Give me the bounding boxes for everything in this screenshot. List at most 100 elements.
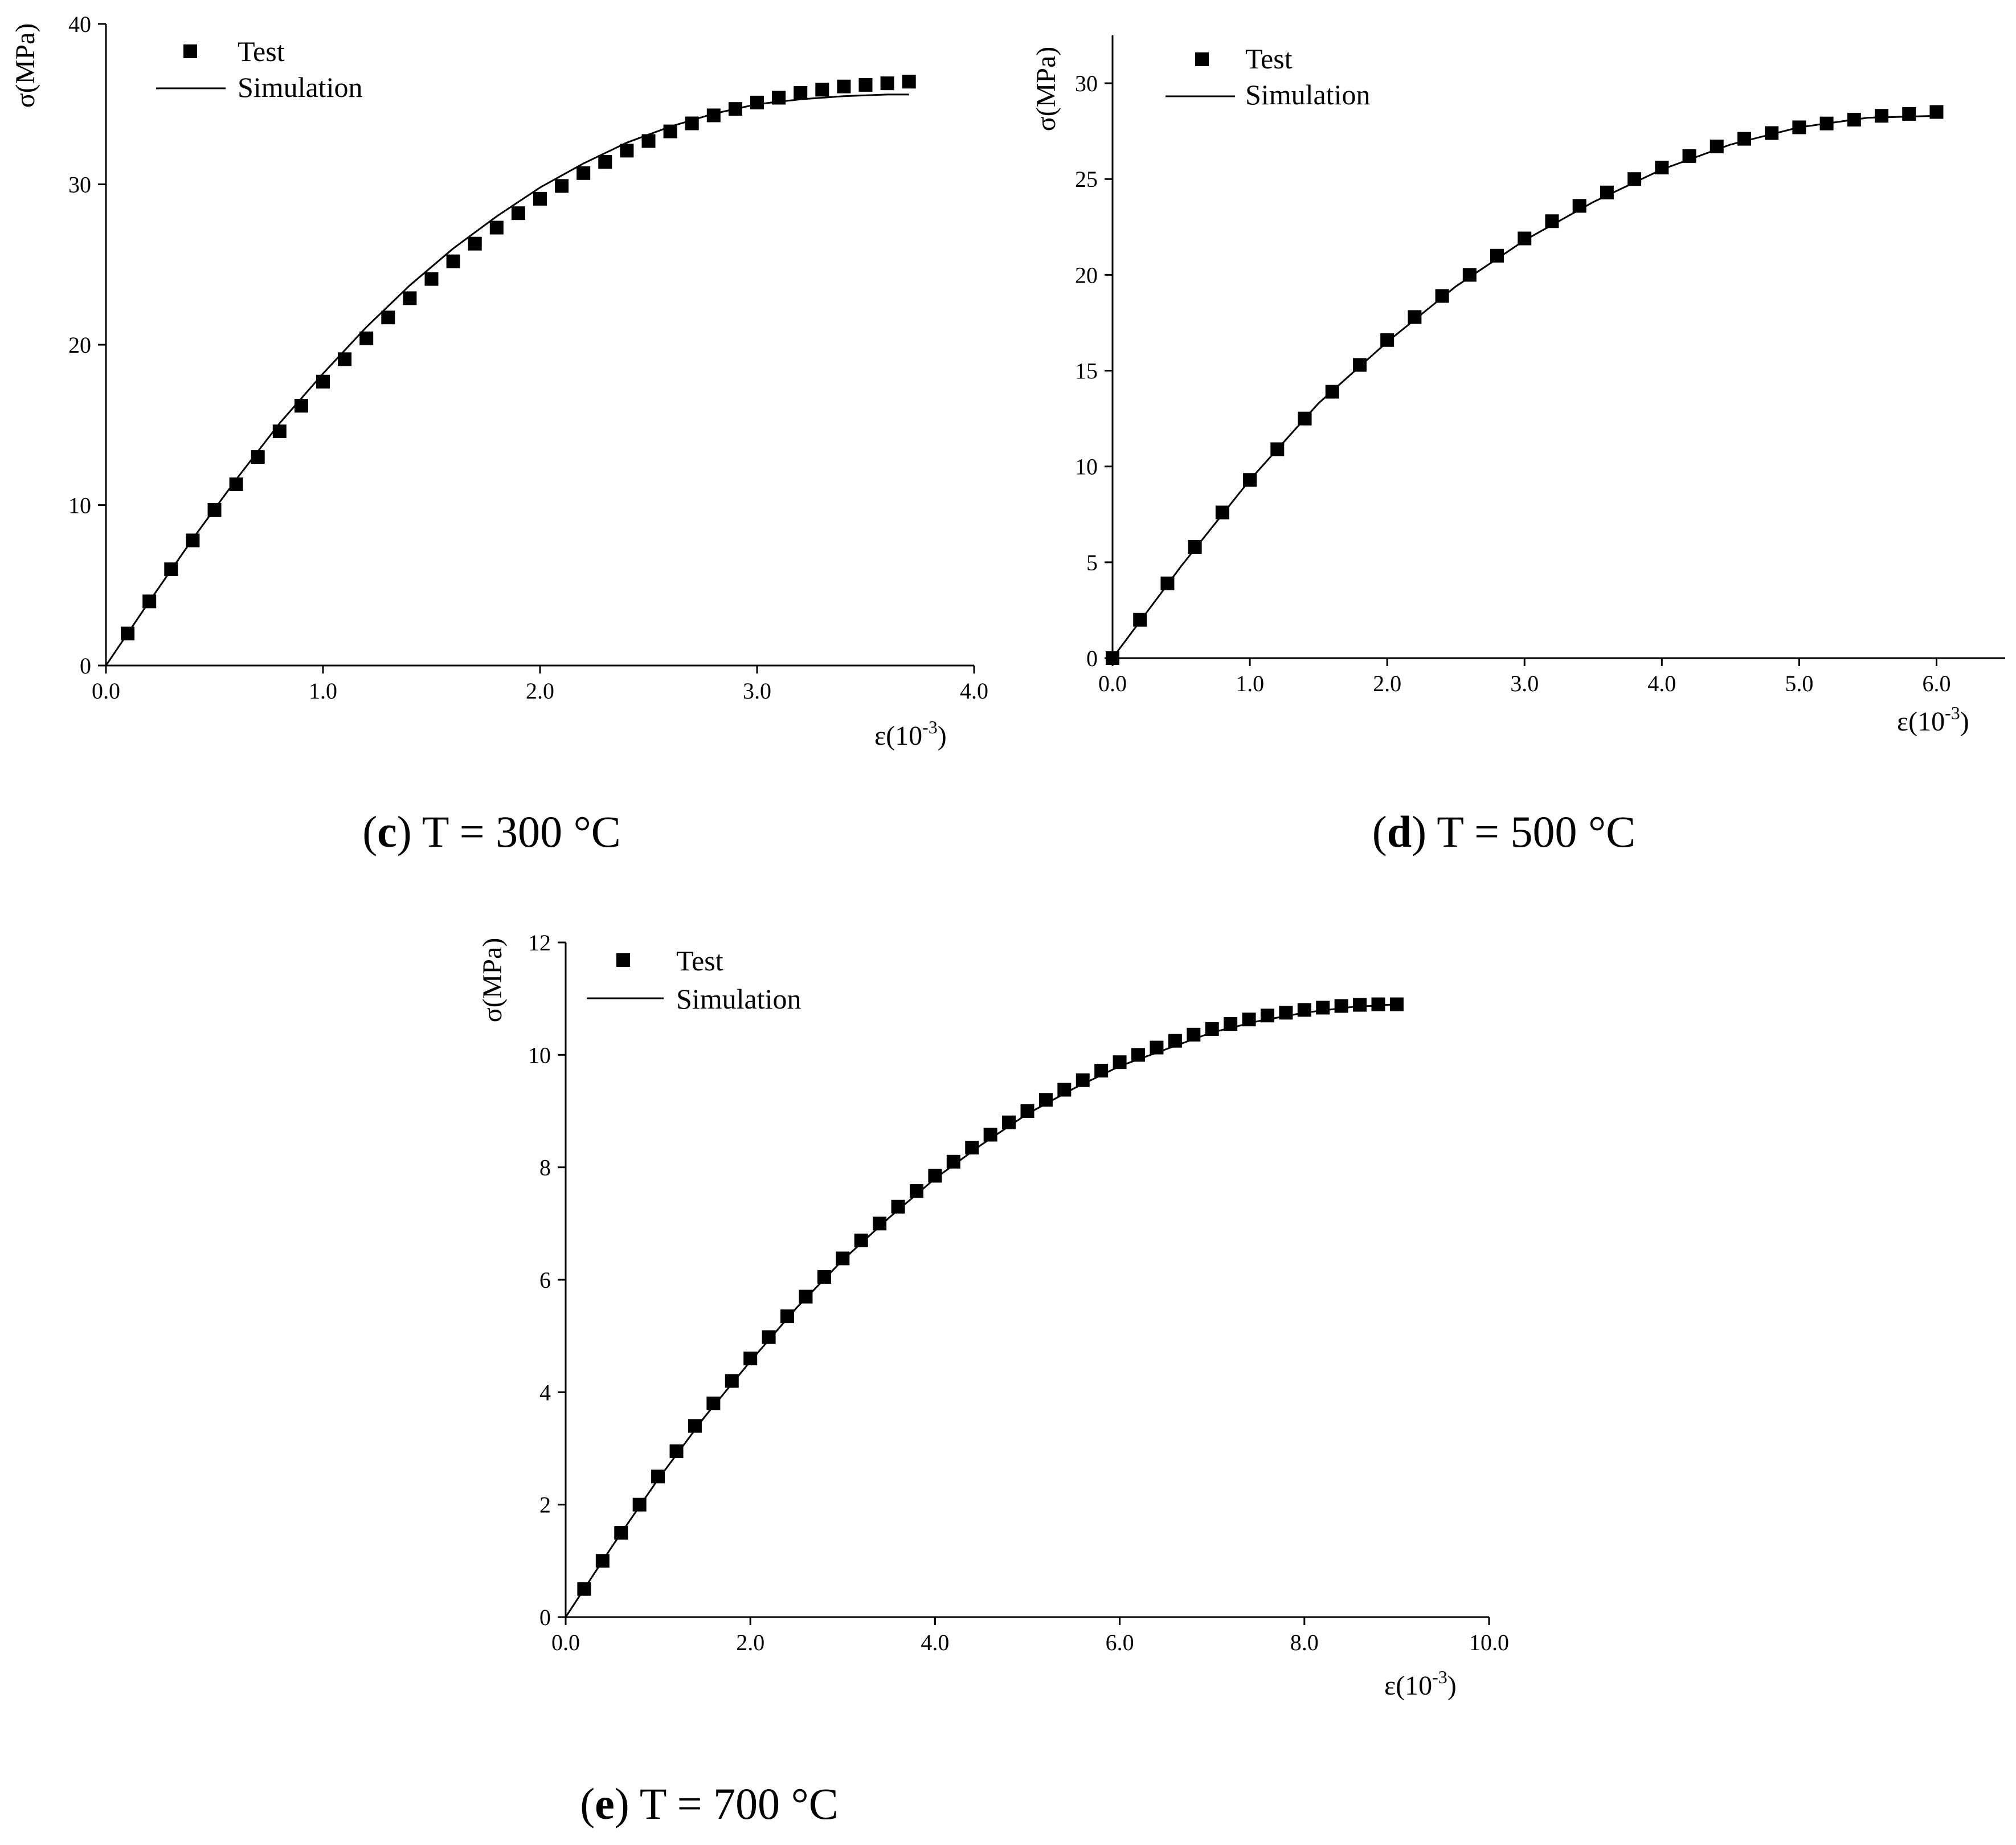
test-point bbox=[1929, 105, 1944, 119]
y-tick-label: 20 bbox=[68, 332, 91, 358]
x-axis-title: ε(10-3) bbox=[1384, 1667, 1457, 1701]
panel-caption: (e) T = 700 °C bbox=[580, 1779, 839, 1828]
test-point bbox=[1325, 385, 1339, 399]
test-point bbox=[1094, 1063, 1109, 1077]
x-axis-title: ε(10-3) bbox=[874, 717, 947, 751]
test-point bbox=[316, 374, 330, 389]
test-point bbox=[1737, 132, 1751, 146]
legend-simulation-label: Simulation bbox=[1245, 79, 1370, 111]
test-point bbox=[663, 124, 677, 138]
x-tick-label: 0.0 bbox=[551, 1630, 580, 1655]
test-point bbox=[909, 1184, 923, 1198]
test-point bbox=[1205, 1022, 1219, 1036]
x-tick-label: 3.0 bbox=[1510, 671, 1539, 696]
test-point bbox=[576, 166, 591, 180]
test-point bbox=[1187, 1027, 1201, 1042]
test-point bbox=[1792, 120, 1806, 134]
legend-test-label: Test bbox=[1245, 43, 1293, 75]
test-point bbox=[620, 144, 634, 158]
simulation-line bbox=[565, 1003, 1397, 1618]
x-tick-label: 1.0 bbox=[1236, 671, 1264, 696]
chart-panel-c: 0 10 20 30 40 0.0 1.0 2.0 3.0 4.0 σ(MPa) ε(10-3) Tes… bbox=[10, 11, 988, 856]
test-point bbox=[186, 533, 200, 548]
y-tick-label: 0 bbox=[539, 1605, 551, 1630]
legend-test-label: Test bbox=[238, 35, 285, 67]
test-point bbox=[1875, 109, 1889, 123]
test-point bbox=[511, 206, 525, 221]
test-point bbox=[1408, 310, 1422, 324]
test-point bbox=[1168, 1034, 1182, 1048]
test-point bbox=[743, 1352, 758, 1366]
y-tick-label: 10 bbox=[1075, 454, 1098, 480]
test-point bbox=[1572, 199, 1586, 213]
legend-simulation-label: Simulation bbox=[238, 71, 362, 103]
test-point bbox=[207, 503, 222, 517]
test-point bbox=[598, 155, 612, 169]
y-tick-label: 15 bbox=[1075, 358, 1098, 384]
test-point bbox=[1002, 1115, 1016, 1129]
test-point bbox=[1106, 651, 1119, 665]
x-tick-label: 0.0 bbox=[1098, 671, 1127, 696]
test-point bbox=[1380, 333, 1395, 347]
x-tick-label: 6.0 bbox=[1106, 1630, 1134, 1655]
test-point bbox=[489, 221, 504, 235]
test-point bbox=[1765, 126, 1779, 140]
test-point bbox=[728, 102, 742, 116]
test-point bbox=[1627, 172, 1642, 186]
test-point bbox=[403, 291, 417, 305]
test-point bbox=[424, 272, 439, 286]
y-tick-label: 4 bbox=[539, 1379, 551, 1405]
y-tick-label: 8 bbox=[539, 1155, 551, 1181]
y-tick-label: 10 bbox=[68, 493, 91, 519]
test-point bbox=[706, 1397, 721, 1411]
x-tick-label: 4.0 bbox=[921, 1630, 949, 1655]
test-point bbox=[1902, 107, 1916, 121]
x-axis-title: ε(10-3) bbox=[1897, 703, 1969, 737]
x-tick-label: 6.0 bbox=[1922, 671, 1950, 696]
y-tick-label: 12 bbox=[528, 930, 551, 956]
test-point bbox=[858, 77, 873, 92]
test-point bbox=[1298, 411, 1312, 426]
y-tick-label: 30 bbox=[1075, 71, 1098, 96]
test-point bbox=[1316, 1001, 1330, 1015]
test-point bbox=[533, 191, 547, 206]
test-point bbox=[1710, 140, 1724, 154]
panel-caption: (c) T = 300 °C bbox=[362, 807, 621, 856]
test-point bbox=[294, 398, 308, 413]
y-tick-label: 30 bbox=[68, 172, 91, 198]
x-tick-label: 2.0 bbox=[526, 678, 554, 704]
test-point bbox=[632, 1497, 647, 1512]
test-point bbox=[1847, 112, 1861, 126]
test-point bbox=[750, 95, 764, 109]
test-point bbox=[338, 352, 352, 366]
test-point bbox=[164, 562, 178, 577]
test-point bbox=[595, 1554, 610, 1568]
test-point bbox=[854, 1233, 868, 1247]
test-point bbox=[1020, 1104, 1034, 1118]
test-point bbox=[1160, 576, 1175, 590]
test-point bbox=[555, 179, 569, 193]
test-point bbox=[1518, 231, 1532, 246]
y-tick-label: 25 bbox=[1075, 166, 1098, 192]
test-point bbox=[1038, 1093, 1053, 1107]
test-point bbox=[669, 1444, 684, 1458]
x-tick-label: 10.0 bbox=[1469, 1630, 1509, 1655]
x-tick-label: 1.0 bbox=[309, 678, 337, 704]
test-point bbox=[1682, 149, 1696, 163]
x-tick-label: 5.0 bbox=[1785, 671, 1813, 696]
chart-panel-d: 0 5 10 15 20 25 30 0.0 1.0 2.0 3.0 4.0 5.0 6.0 σ(MPa) ε… bbox=[1031, 35, 2005, 856]
test-point bbox=[1462, 268, 1477, 282]
test-point bbox=[614, 1526, 628, 1540]
test-point bbox=[1133, 613, 1147, 627]
legend-test-marker bbox=[616, 953, 630, 967]
test-point bbox=[1215, 505, 1229, 520]
legend-test-marker bbox=[1195, 52, 1209, 66]
test-point bbox=[651, 1470, 665, 1484]
test-point bbox=[1371, 997, 1385, 1011]
y-axis-title: σ(MPa) bbox=[10, 23, 40, 108]
x-tick-label: 4.0 bbox=[1647, 671, 1676, 696]
x-tick-label: 8.0 bbox=[1290, 1630, 1319, 1655]
y-axis-title: σ(MPa) bbox=[477, 938, 508, 1023]
x-tick-label: 2.0 bbox=[736, 1630, 764, 1655]
